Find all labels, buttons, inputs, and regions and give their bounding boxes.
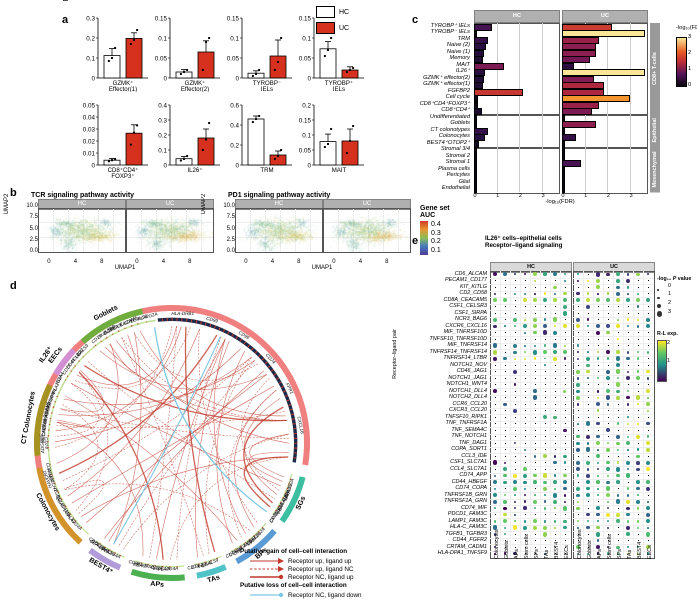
svg-text:0.1: 0.1 [302,132,311,139]
svg-text:0.05: 0.05 [299,55,312,62]
svg-text:Effector(1): Effector(1) [109,86,137,92]
svg-text:0.05: 0.05 [83,102,96,109]
svg-text:0.6: 0.6 [230,102,239,109]
svg-text:0: 0 [235,162,239,169]
svg-text:0.1: 0.1 [230,35,239,42]
svg-text:0.3: 0.3 [86,15,95,22]
svg-text:0: 0 [235,75,239,82]
svg-text:TRM: TRM [260,167,273,174]
svg-text:0.1: 0.1 [86,55,95,62]
svg-text:IL26⁺: IL26⁺ [187,167,202,174]
svg-text:0.15: 0.15 [299,117,312,124]
svg-text:0.15: 0.15 [299,15,312,22]
svg-text:HLA-DRB1: HLA-DRB1 [171,311,194,316]
svg-text:0.15: 0.15 [227,15,240,22]
svg-text:0.1: 0.1 [158,147,167,154]
svg-text:APs: APs [150,581,164,589]
svg-text:0.05: 0.05 [155,55,168,62]
svg-text:0.04: 0.04 [83,114,96,121]
svg-text:0.01: 0.01 [83,150,96,157]
svg-text:0: 0 [163,162,167,169]
svg-text:0: 0 [163,75,167,82]
svg-text:0.1: 0.1 [158,35,167,42]
svg-text:0: 0 [307,162,311,169]
svg-text:0: 0 [91,162,95,169]
svg-text:0: 0 [307,75,311,82]
svg-text:IELs: IELs [261,86,273,92]
svg-text:0: 0 [91,75,95,82]
svg-text:0.02: 0.02 [83,138,96,145]
svg-text:0.03: 0.03 [83,126,96,133]
svg-text:FOXP3⁺: FOXP3⁺ [111,173,134,179]
svg-text:0.4: 0.4 [230,122,239,129]
svg-text:0.2: 0.2 [86,35,95,42]
svg-text:0.4: 0.4 [158,102,167,109]
svg-text:0.05: 0.05 [299,147,312,154]
svg-text:0.15: 0.15 [155,15,168,22]
svg-text:MAIT: MAIT [332,167,347,174]
svg-text:0.2: 0.2 [158,132,167,139]
svg-text:0.05: 0.05 [227,55,240,62]
svg-text:0.2: 0.2 [302,102,311,109]
svg-text:0.3: 0.3 [158,117,167,124]
svg-text:0.1: 0.1 [302,35,311,42]
svg-text:Effector(2): Effector(2) [181,86,209,92]
svg-text:IELs: IELs [333,86,345,92]
svg-text:0.2: 0.2 [230,142,239,149]
